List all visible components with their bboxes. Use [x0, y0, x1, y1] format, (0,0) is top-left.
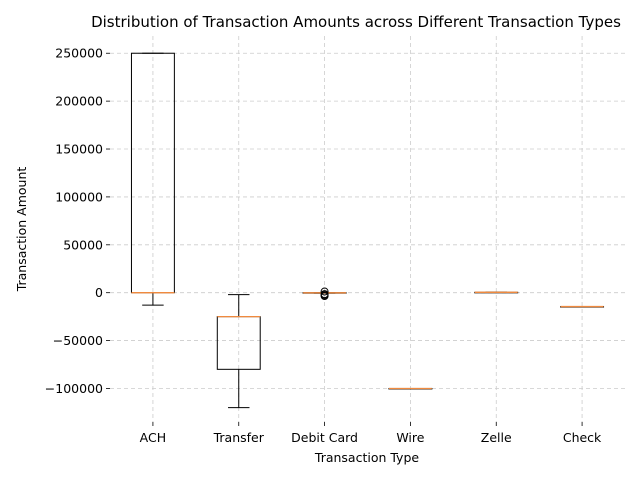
outlier-point: [320, 292, 329, 301]
y-tick-label: 200000: [55, 94, 103, 109]
box-wire: [388, 387, 433, 390]
box-check: [560, 305, 605, 308]
x-axis: ACH Transfer Debit Card Wire Zelle Check: [140, 422, 602, 445]
box-transfer: [216, 294, 261, 409]
y-tick-label: −50000: [53, 333, 103, 348]
y-tick-label: −100000: [45, 381, 103, 396]
y-axis: −100000 −50000 0 50000 100000 150000 200000 250…: [45, 46, 110, 396]
x-tick-label: Zelle: [481, 430, 512, 445]
x-tick-label: Check: [563, 430, 602, 445]
x-tick-label: Debit Card: [291, 430, 358, 445]
y-tick-label: 250000: [55, 46, 103, 61]
box-debit-card: [302, 287, 347, 301]
x-tick-label: ACH: [140, 430, 166, 445]
outlier-point: [320, 287, 329, 296]
chart-title: Distribution of Transaction Amounts acro…: [91, 13, 621, 31]
y-tick-label: 100000: [55, 189, 103, 204]
x-tick-label: Transfer: [213, 430, 265, 445]
x-axis-label: Transaction Type: [314, 450, 420, 465]
grid-lines: [110, 36, 625, 422]
y-tick-label: 150000: [55, 142, 103, 157]
box-zelle: [474, 291, 519, 294]
boxes: [130, 52, 605, 409]
y-axis-label: Transaction Amount: [14, 167, 29, 293]
box-ach: [130, 52, 175, 306]
x-tick-label: Wire: [396, 430, 424, 445]
y-tick-label: 50000: [63, 237, 103, 252]
y-tick-label: 0: [95, 285, 103, 300]
